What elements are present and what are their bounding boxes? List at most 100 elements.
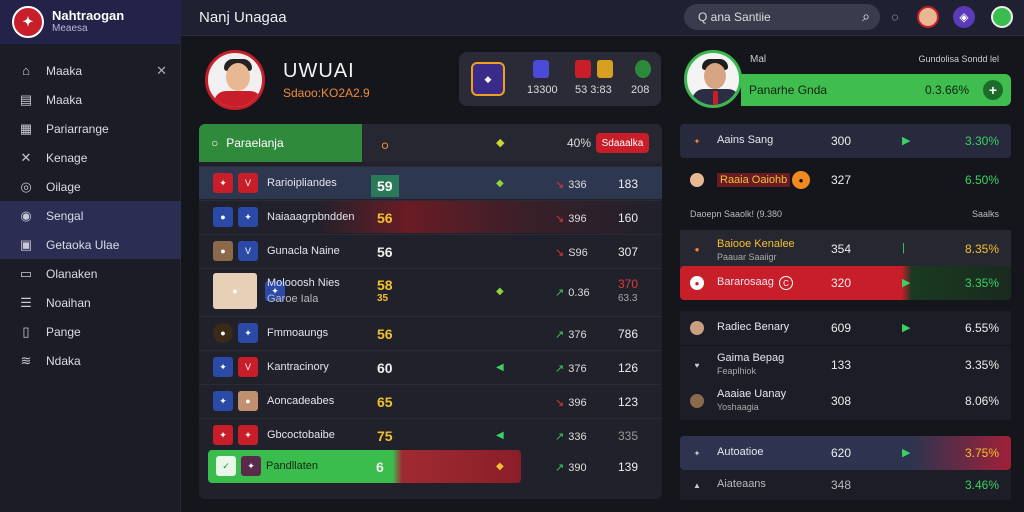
item-pct: 8.06% (964, 394, 999, 408)
header-tab-active[interactable]: ○ Paraelanja (199, 124, 362, 162)
table-row[interactable]: ✦ ✦ Gbcoctobaibe 75 ◀ ↗ 336 335 (199, 418, 662, 451)
list-item[interactable]: Radiec Benary 609 ▶ 6.55% (680, 311, 1011, 345)
player-hero-card[interactable]: UWUAI Sdaoo:KO2A2.9 (199, 48, 443, 112)
flame-icon: ● (694, 244, 700, 254)
row-pct: ↘ 336 (555, 179, 587, 191)
sidebar-item-4[interactable]: ✕ Kenage (0, 143, 181, 172)
badge-icon: C (779, 276, 793, 290)
trophy-icon: ▣ (19, 236, 33, 252)
table-header: ○ Paraelanja ߋ ◆ 40% Sdaaalka (199, 124, 662, 162)
item-pct: 6.55% (964, 321, 999, 335)
item-pct: 3.75% (964, 446, 999, 460)
table-row[interactable]: ● V Gunacla Naine 56 ↘ S96 307 (199, 234, 662, 267)
item-score: 620 (831, 446, 852, 460)
row-score-secondary: 35 (377, 293, 389, 304)
row-pct: ↗ 0.36 (555, 287, 590, 299)
club-logo: ✦ (12, 6, 44, 38)
trend-icon: ↗ (555, 329, 565, 341)
add-icon[interactable]: + (983, 80, 1003, 100)
triangle-icon: ▲ (693, 480, 701, 490)
item-score: 133 (831, 358, 852, 372)
featured-player[interactable]: Mal Gundolisa Sondd lel Panarhe Gnda 0.3… (680, 48, 1011, 110)
player-avatar: ● (213, 323, 233, 343)
player-avatar: ● (213, 207, 233, 227)
list-item[interactable]: ● Baiooe Kenalee Paauar Saaiigr 354 | 8.… (680, 230, 1011, 268)
item-pct: 3.35% (964, 358, 999, 372)
brand[interactable]: ✦ Nahtraogan Meaesa (0, 0, 181, 44)
item-score: 327 (831, 173, 852, 187)
profile-avatar[interactable] (991, 6, 1013, 28)
search-icon[interactable]: ⌕ (862, 8, 870, 24)
stats-table: ○ Paraelanja ߋ ◆ 40% Sdaaalka ✦ V Rarioi… (199, 124, 662, 499)
item-score: 320 (831, 276, 852, 290)
chevron-icon: ✦ (693, 448, 701, 458)
item-subname: Yoshaagia (717, 402, 759, 412)
featured-name: Panarhe Gnda (749, 83, 828, 97)
sidebar-item-8[interactable]: ▭ Olanaken (0, 259, 181, 288)
sidebar-item-7[interactable]: ▣ Getaoka Ulae (0, 230, 181, 259)
list-item-highlight[interactable]: ● Bararosaag C 320 ▶ 3.35% (680, 266, 1011, 300)
item-name: Aiateaans (717, 478, 766, 490)
close-icon[interactable]: ✕ (156, 62, 167, 78)
item-score: 348 (831, 478, 852, 492)
table-row[interactable]: ✦ ● Aoncadeabes 65 ↘ 396 123 (199, 384, 662, 417)
list-item[interactable]: Raaia Oaiohb ● 327 6.50% (680, 163, 1011, 197)
search-placeholder: Q ana Santiie (698, 10, 771, 24)
diamond-icon: ◆ (496, 461, 504, 472)
player-avatar (205, 50, 265, 110)
trend-icon: ↗ (555, 431, 565, 443)
sidebar-item-2[interactable]: ▤ Maaka (0, 85, 181, 114)
player-avatar: ● (213, 273, 257, 309)
sidebar-item-1[interactable]: ⌂ Maaka ✕ (0, 56, 181, 85)
table-row[interactable]: ● ✦ Naiaaagrpbndden 56 ↘ 396 160 (199, 200, 662, 233)
player-avatar: ● (213, 241, 233, 261)
trend-icon: ↘ (555, 397, 565, 409)
badge-icon[interactable]: ◈ (953, 6, 975, 28)
wifi-icon: ≋ (20, 352, 32, 368)
sidebar-item-label: Olanaken (46, 266, 98, 281)
list-item[interactable]: Aaaiae Uanay Yoshaagia 308 8.06% (680, 382, 1011, 420)
sidebar-item-10[interactable]: ▯ Pange (0, 317, 181, 346)
sidebar-item-11[interactable]: ≋ Ndaka (0, 346, 181, 375)
ball-icon (635, 60, 651, 78)
row-score: 60 (377, 360, 393, 376)
item-score: 354 (831, 242, 852, 256)
row-name: Molooosh Nies (267, 277, 340, 289)
sidebar-item-label: Maaka (46, 92, 83, 107)
sidebar-item-9[interactable]: ☰ Noaihan (0, 288, 181, 317)
list-item[interactable]: ♥ Gaima Bepag Feaplhiok 133 3.35% (680, 346, 1011, 384)
sidebar: ✦ Nahtraogan Meaesa ⌂ Maaka ✕ ▤ Maaka ▦ Pari… (0, 0, 181, 512)
sidebar-item-label: Getaoka Ulae (46, 237, 120, 252)
row-name: Aoncadeabes (267, 395, 335, 407)
shield-icon (575, 60, 591, 78)
row-pct: ↗ 390 (555, 462, 587, 474)
sidebar-item-3[interactable]: ▦ Pariarrange (0, 114, 181, 143)
item-pct: 3.46% (964, 478, 999, 492)
sidebar-item-6[interactable]: ◉ Sengal (0, 201, 181, 230)
list-item[interactable]: ▲ Aiateaans 348 3.46% (680, 470, 1011, 500)
player-name: UWUAI (283, 60, 355, 82)
match-card[interactable]: ◆ 13300 53 3:83 208 (459, 52, 661, 106)
table-row[interactable]: ● ✦ Fmmoaungs 56 ↗ 376 786 (199, 316, 662, 349)
header-action-button[interactable]: Sdaaalka (596, 133, 649, 153)
team-crest-icon: ✦ (213, 357, 233, 377)
bars-icon: ▭ (19, 265, 33, 281)
row-pct: ↘ S96 (555, 247, 588, 259)
topbar: Nanj Unagaa Q ana Santiie ⌕ ◌ ◈ (181, 0, 1024, 36)
table-row-highlight[interactable]: ✓ ✦ Pandllaten 6 ◆ (208, 450, 521, 483)
table-row[interactable]: ✦ V Rarioipliandes 59 ◆ ↘ 336 183 (199, 166, 662, 199)
list-item[interactable]: ✦ Autoatioe 620 ▶ 3.75% (680, 436, 1011, 470)
team-crest-icon: ✦ (238, 207, 258, 227)
search-input[interactable]: Q ana Santiie ⌕ (684, 4, 880, 30)
shield-icon (533, 60, 549, 78)
avatar[interactable] (917, 6, 939, 28)
row-score: 58 (377, 277, 393, 293)
list-item[interactable]: ✦ Aains Sang 300 ▶ 3.30% (680, 124, 1011, 158)
notification-icon[interactable]: ◌ (891, 10, 899, 24)
match-score-right: 208 (631, 84, 650, 96)
featured-bar[interactable]: Panarhe Gnda 0.3.66% + (741, 74, 1011, 106)
table-row[interactable]: ✦ V Kantracinory 60 ◀ ↗ 376 126 (199, 350, 662, 383)
table-row[interactable]: ● ✦ Molooosh Nies Garoe Iala 58 35 ◆ ↗ 0.… (199, 268, 662, 316)
sidebar-item-5[interactable]: ◎ Oilage (0, 172, 181, 201)
sidebar-item-label: Ndaka (46, 353, 81, 368)
